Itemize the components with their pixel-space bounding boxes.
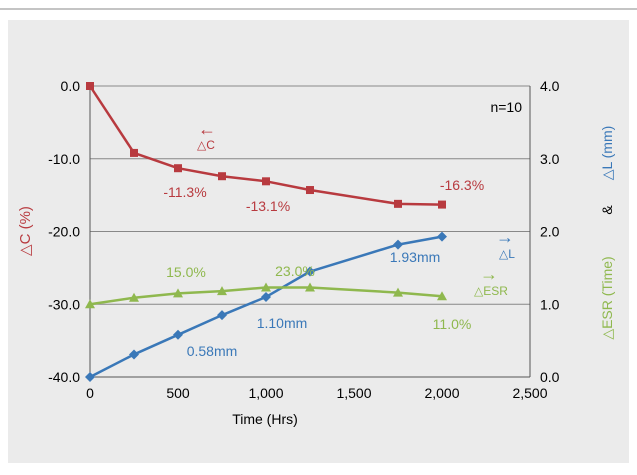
x-tick-label: 0 [86, 385, 94, 401]
data-point-esr [217, 286, 227, 296]
y-right-axis-label-l: △L (mm) [599, 126, 615, 181]
series-layer [85, 82, 447, 382]
y-right-tick-label: 1.0 [540, 296, 560, 312]
chart-panel [8, 20, 629, 463]
legend: ←△C→△L→△ESR [197, 119, 515, 298]
data-label-l: 0.58mm [187, 343, 238, 359]
x-axis-label: Time (Hrs) [232, 411, 298, 427]
series-line-esr [89, 286, 443, 306]
data-point-c [174, 164, 182, 173]
data-point-l [129, 349, 139, 360]
data-label-esr: 11.0% [433, 316, 472, 332]
y-right-tick-label: 2.0 [540, 224, 560, 240]
x-tick-label: 1,000 [248, 385, 283, 401]
x-tick-label: 2,500 [512, 385, 547, 401]
grid-lines [90, 85, 530, 305]
data-point-l [305, 266, 315, 277]
legend-arrow-l: → [496, 227, 514, 247]
sample-size-note: n=10 [490, 99, 522, 115]
y-left-tick-label: 0.0 [61, 78, 81, 94]
y-left-tick-label: -40.0 [48, 369, 80, 385]
data-point-l [173, 329, 183, 340]
data-point-c [86, 82, 94, 90]
series-line-c [88, 85, 443, 206]
y-right-tick-label: 4.0 [540, 78, 560, 94]
x-tick-label: 500 [166, 385, 190, 401]
y-right-axis-label-amp: & [599, 205, 615, 215]
data-label-esr: 23.0% [275, 263, 315, 279]
y-left-axis-label: △C (%) [17, 206, 34, 256]
x-tick-label: 2,000 [424, 385, 459, 401]
data-point-l [437, 231, 447, 242]
data-point-esr [85, 299, 95, 309]
data-point-l [217, 310, 227, 321]
data-point-esr [437, 291, 447, 301]
data-point-c [306, 186, 314, 195]
data-point-c [438, 200, 446, 209]
x-tick-label: 1,500 [336, 385, 371, 401]
y-right-tick-label: 0.0 [540, 369, 560, 385]
data-point-l [393, 239, 403, 250]
data-label-c: -16.3% [440, 177, 484, 193]
legend-arrow-esr: → [480, 264, 498, 284]
data-label-l: 1.93mm [390, 249, 441, 265]
data-point-c [262, 177, 270, 186]
data-point-c [218, 172, 226, 181]
series-line-l [89, 235, 443, 379]
data-point-c [394, 199, 402, 208]
axes [89, 86, 531, 378]
data-point-esr [393, 287, 403, 297]
legend-label-esr: △ESR [474, 284, 508, 298]
data-point-l [261, 291, 271, 302]
data-label-l: 1.10mm [257, 315, 308, 331]
y-left-tick-label: -10.0 [48, 151, 80, 167]
legend-arrow-c: ← [198, 119, 216, 139]
data-point-esr [173, 288, 183, 298]
data-point-esr [129, 292, 139, 302]
data-labels: -11.3% -13.1% -16.3% 0.58mm 1.10mm 1.93mm 15.0… [163, 177, 484, 359]
y-left-tick-label: -30.0 [48, 296, 80, 312]
tick-labels: 0 500 1,000 1,500 2,000 2,5000.0-10.0-20.0-30… [48, 78, 560, 401]
data-point-c [130, 148, 138, 157]
legend-label-l: △L [499, 247, 515, 261]
data-label-esr: 15.0% [166, 264, 206, 280]
data-point-esr [261, 282, 271, 292]
y-left-tick-label: -20.0 [48, 224, 80, 240]
y-right-tick-label: 3.0 [540, 151, 560, 167]
y-right-axis-label-esr: △ESR (Time) [599, 256, 615, 339]
legend-label-c: △C [197, 138, 215, 152]
data-point-esr [305, 282, 315, 292]
data-point-l [85, 372, 95, 382]
data-label-c: -11.3% [163, 184, 206, 200]
data-label-c: -13.1% [246, 198, 290, 214]
